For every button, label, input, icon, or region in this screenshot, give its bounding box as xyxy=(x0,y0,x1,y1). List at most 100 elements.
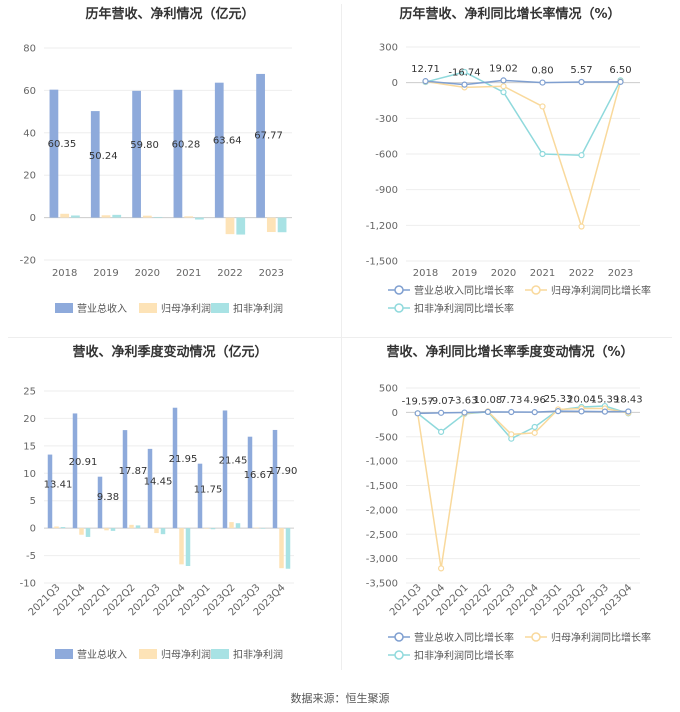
data-point xyxy=(461,68,468,76)
bar-2022Q2-2 xyxy=(135,525,141,529)
data-label: -19.57 xyxy=(402,396,434,407)
bar-2023Q3-1 xyxy=(254,527,259,529)
data-point xyxy=(539,79,546,86)
data-label: 21.45 xyxy=(219,455,248,466)
bar-2022Q1-2 xyxy=(110,528,116,531)
data-label: 59.80 xyxy=(130,140,159,151)
y-tick-label: -300 xyxy=(375,114,398,125)
legend-label: 营业总收入同比增长率 xyxy=(414,631,514,644)
bar-2023Q1-0 xyxy=(197,463,203,529)
chart-title: 营收、净利同比增长率季度变动情况（%） xyxy=(386,344,633,360)
y-tick-label: -1,500 xyxy=(366,257,398,268)
legend-swatch xyxy=(211,303,229,313)
data-label: 50.24 xyxy=(89,151,118,162)
legend-swatch xyxy=(139,303,157,313)
y-tick-label: 25 xyxy=(23,387,36,398)
chart-annual-revenue-profit: 历年营收、净利情况（亿元） -20 0 20 40 60 80 2018 2019 2020 202… xyxy=(20,6,292,315)
y-tick-label: 5 xyxy=(30,496,36,507)
y-tick-label: 20 xyxy=(23,171,36,182)
bar-2023Q1-1 xyxy=(204,528,209,529)
data-label: 67.77 xyxy=(254,131,283,142)
data-label: -16.74 xyxy=(448,68,480,79)
bar-2021Q4-2 xyxy=(85,528,91,537)
legend-marker xyxy=(531,632,541,642)
data-label: 12.71 xyxy=(411,64,440,75)
y-tick-label: 60 xyxy=(23,86,36,97)
bar-2023-0 xyxy=(256,73,265,218)
data-point xyxy=(625,408,632,415)
bar-2019-2 xyxy=(112,214,122,218)
x-tick-label: 2021 xyxy=(176,268,201,279)
legend-label: 营业总收入 xyxy=(77,648,127,661)
data-point xyxy=(437,409,445,416)
y-tick-label: -2,500 xyxy=(366,530,398,541)
bar-2023Q4-2 xyxy=(285,528,291,569)
data-point xyxy=(531,429,538,436)
data-label: 10.08 xyxy=(474,395,503,406)
data-label: 25.33 xyxy=(544,394,573,405)
panel-divider-horizontal xyxy=(8,337,672,338)
bar-2018-1 xyxy=(60,213,70,218)
y-tick-label: -1,500 xyxy=(366,481,398,492)
chart-quarterly-growth-rate: 营收、净利同比增长率季度变动情况（%） -3,500 -3,000 -2,500 -2,… xyxy=(366,344,651,662)
bar-2021Q4-1 xyxy=(79,528,84,535)
bar-2023-1 xyxy=(266,217,276,233)
data-point xyxy=(500,89,507,96)
data-point xyxy=(601,408,608,415)
legend-label: 扣非净利润同比增长率 xyxy=(414,649,514,662)
bar-2023Q1-2 xyxy=(210,528,216,530)
y-tick-label: 0 xyxy=(30,524,36,535)
chart-title: 营收、净利季度变动情况（亿元） xyxy=(72,344,267,360)
bar-2021-0 xyxy=(173,89,183,218)
legend-swatch xyxy=(55,303,73,313)
data-label: 18.43 xyxy=(614,394,643,405)
bar-2022Q3-1 xyxy=(154,528,159,534)
data-label: 60.35 xyxy=(48,139,77,150)
bar-2023Q4-0 xyxy=(272,429,278,529)
legend-marker xyxy=(394,285,404,295)
x-tick-label: 2022 xyxy=(569,268,594,279)
data-label: 19.02 xyxy=(489,63,518,74)
data-point xyxy=(508,431,515,438)
legend-label: 扣非净利润同比增长率 xyxy=(414,302,514,315)
y-tick-label: 10 xyxy=(23,469,36,480)
y-tick-label: -1,000 xyxy=(366,457,398,468)
y-tick-label: -1,200 xyxy=(366,221,398,232)
y-tick-label: -3,500 xyxy=(366,579,398,590)
legend-swatch xyxy=(139,649,157,659)
data-point xyxy=(531,423,538,431)
data-point xyxy=(508,408,515,416)
y-tick-label: -2,000 xyxy=(366,505,398,516)
bar-2023Q2-2 xyxy=(235,523,241,529)
bar-2022-2 xyxy=(236,217,246,235)
bar-2022Q3-2 xyxy=(160,528,166,535)
y-tick-label: -10 xyxy=(20,579,36,590)
bar-2021Q4-0 xyxy=(72,413,78,529)
bar-2023Q2-1 xyxy=(229,522,234,529)
bar-2021-2 xyxy=(195,217,204,220)
y-tick-label: -3,000 xyxy=(366,554,398,565)
data-label: 0.80 xyxy=(531,66,553,77)
data-label: 17.87 xyxy=(119,466,148,477)
bar-2023Q3-0 xyxy=(247,436,253,529)
series-line xyxy=(425,71,622,156)
series-line xyxy=(425,80,622,230)
legend-swatch xyxy=(211,649,229,659)
data-label: 7.73 xyxy=(500,395,522,406)
bar-2021Q3-0 xyxy=(47,454,53,529)
bar-2019-1 xyxy=(101,215,111,218)
data-point xyxy=(578,223,585,230)
data-point xyxy=(578,408,585,415)
bar-2023Q4-1 xyxy=(279,528,284,569)
bar-2020-1 xyxy=(142,215,152,218)
x-tick-label: 2020 xyxy=(491,268,516,279)
data-point xyxy=(500,77,507,84)
legend-label: 归母净利润同比增长率 xyxy=(551,284,651,297)
bar-2022Q3-0 xyxy=(147,448,153,529)
data-label: 60.28 xyxy=(172,139,201,150)
bar-2018-0 xyxy=(49,89,59,218)
chart-title: 历年营收、净利同比增长率情况（%） xyxy=(399,6,620,22)
data-point xyxy=(578,78,585,86)
bar-2021-1 xyxy=(184,216,194,218)
bar-2022Q4-0 xyxy=(172,407,178,529)
